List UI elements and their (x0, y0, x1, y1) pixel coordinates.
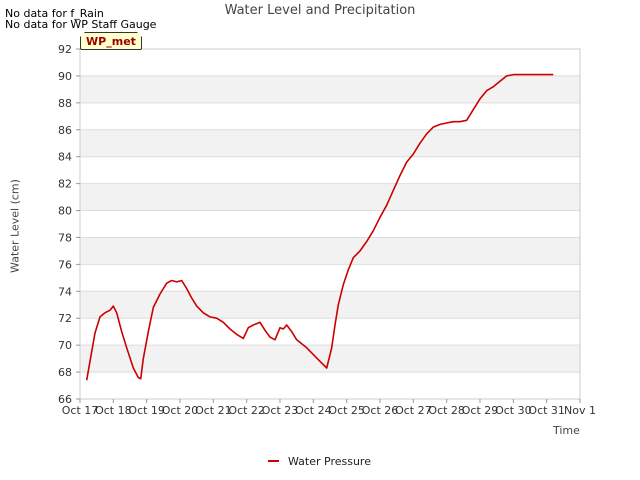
y-tick-label: 90 (58, 70, 72, 83)
plot-frame (79, 48, 581, 400)
site-badge[interactable]: WP_met (80, 32, 142, 50)
x-tick-label: Oct 24 (295, 404, 332, 417)
grid-band (80, 291, 580, 319)
x-tick-label: Oct 23 (262, 404, 299, 417)
y-tick-label: 80 (58, 205, 72, 218)
series-layer (85, 73, 554, 381)
y-tick-label: 76 (58, 258, 72, 271)
x-tick-label: Oct 22 (228, 404, 265, 417)
y-tick-label: 84 (58, 151, 72, 164)
series-line-water-pressure (85, 73, 554, 381)
x-tick-label: Oct 28 (428, 404, 465, 417)
site-badge-label: WP_met (86, 35, 136, 48)
x-tick-label: Oct 26 (362, 404, 399, 417)
grid-band (80, 129, 580, 157)
y-tick-label: 72 (58, 312, 72, 325)
x-tick-label: Oct 18 (95, 404, 132, 417)
x-tick-label: Oct 31 (528, 404, 565, 417)
grid-band (80, 237, 580, 265)
no-data-staff-gauge: No data for WP Staff Gauge (5, 18, 157, 31)
y-tick-label: 88 (58, 97, 72, 110)
x-tick-label: Oct 17 (62, 404, 99, 417)
x-tick-label: Oct 29 (462, 404, 499, 417)
y-tick-label: 68 (58, 366, 72, 379)
chart-title: Water Level and Precipitation (224, 3, 416, 18)
no-data-rain: No data for f_Rain (5, 7, 104, 20)
x-tick-label: Oct 20 (162, 404, 199, 417)
legend: Water Pressure (268, 454, 371, 468)
grid-band (80, 183, 580, 211)
y-tick-label: 82 (58, 178, 72, 191)
x-axis-label: Time (553, 424, 580, 437)
y-axis-label: Water Level (cm) (8, 179, 22, 273)
grid-band (80, 75, 580, 103)
y-tick-label: 66 (58, 393, 72, 406)
grid-bands (80, 75, 580, 400)
y-tick-label: 74 (58, 285, 72, 298)
x-tick-label: Oct 30 (495, 404, 532, 417)
x-tick-label: Oct 27 (395, 404, 432, 417)
y-axis-ticks: 66 68 70 72 74 76 78 80 82 84 86 88 90 92 (58, 43, 80, 406)
legend-label: Water Pressure (288, 454, 371, 468)
y-tick-label: 70 (58, 339, 72, 352)
y-tick-label: 86 (58, 124, 72, 137)
legend-swatch (268, 460, 279, 462)
x-tick-label: Oct 25 (328, 404, 365, 417)
x-tick-label: Oct 21 (195, 404, 232, 417)
grid-band (80, 345, 580, 373)
y-tick-label: 92 (58, 43, 72, 56)
x-tick-label: Nov 1 (564, 404, 596, 417)
x-tick-label: Oct 19 (128, 404, 165, 417)
y-tick-label: 78 (58, 231, 72, 244)
